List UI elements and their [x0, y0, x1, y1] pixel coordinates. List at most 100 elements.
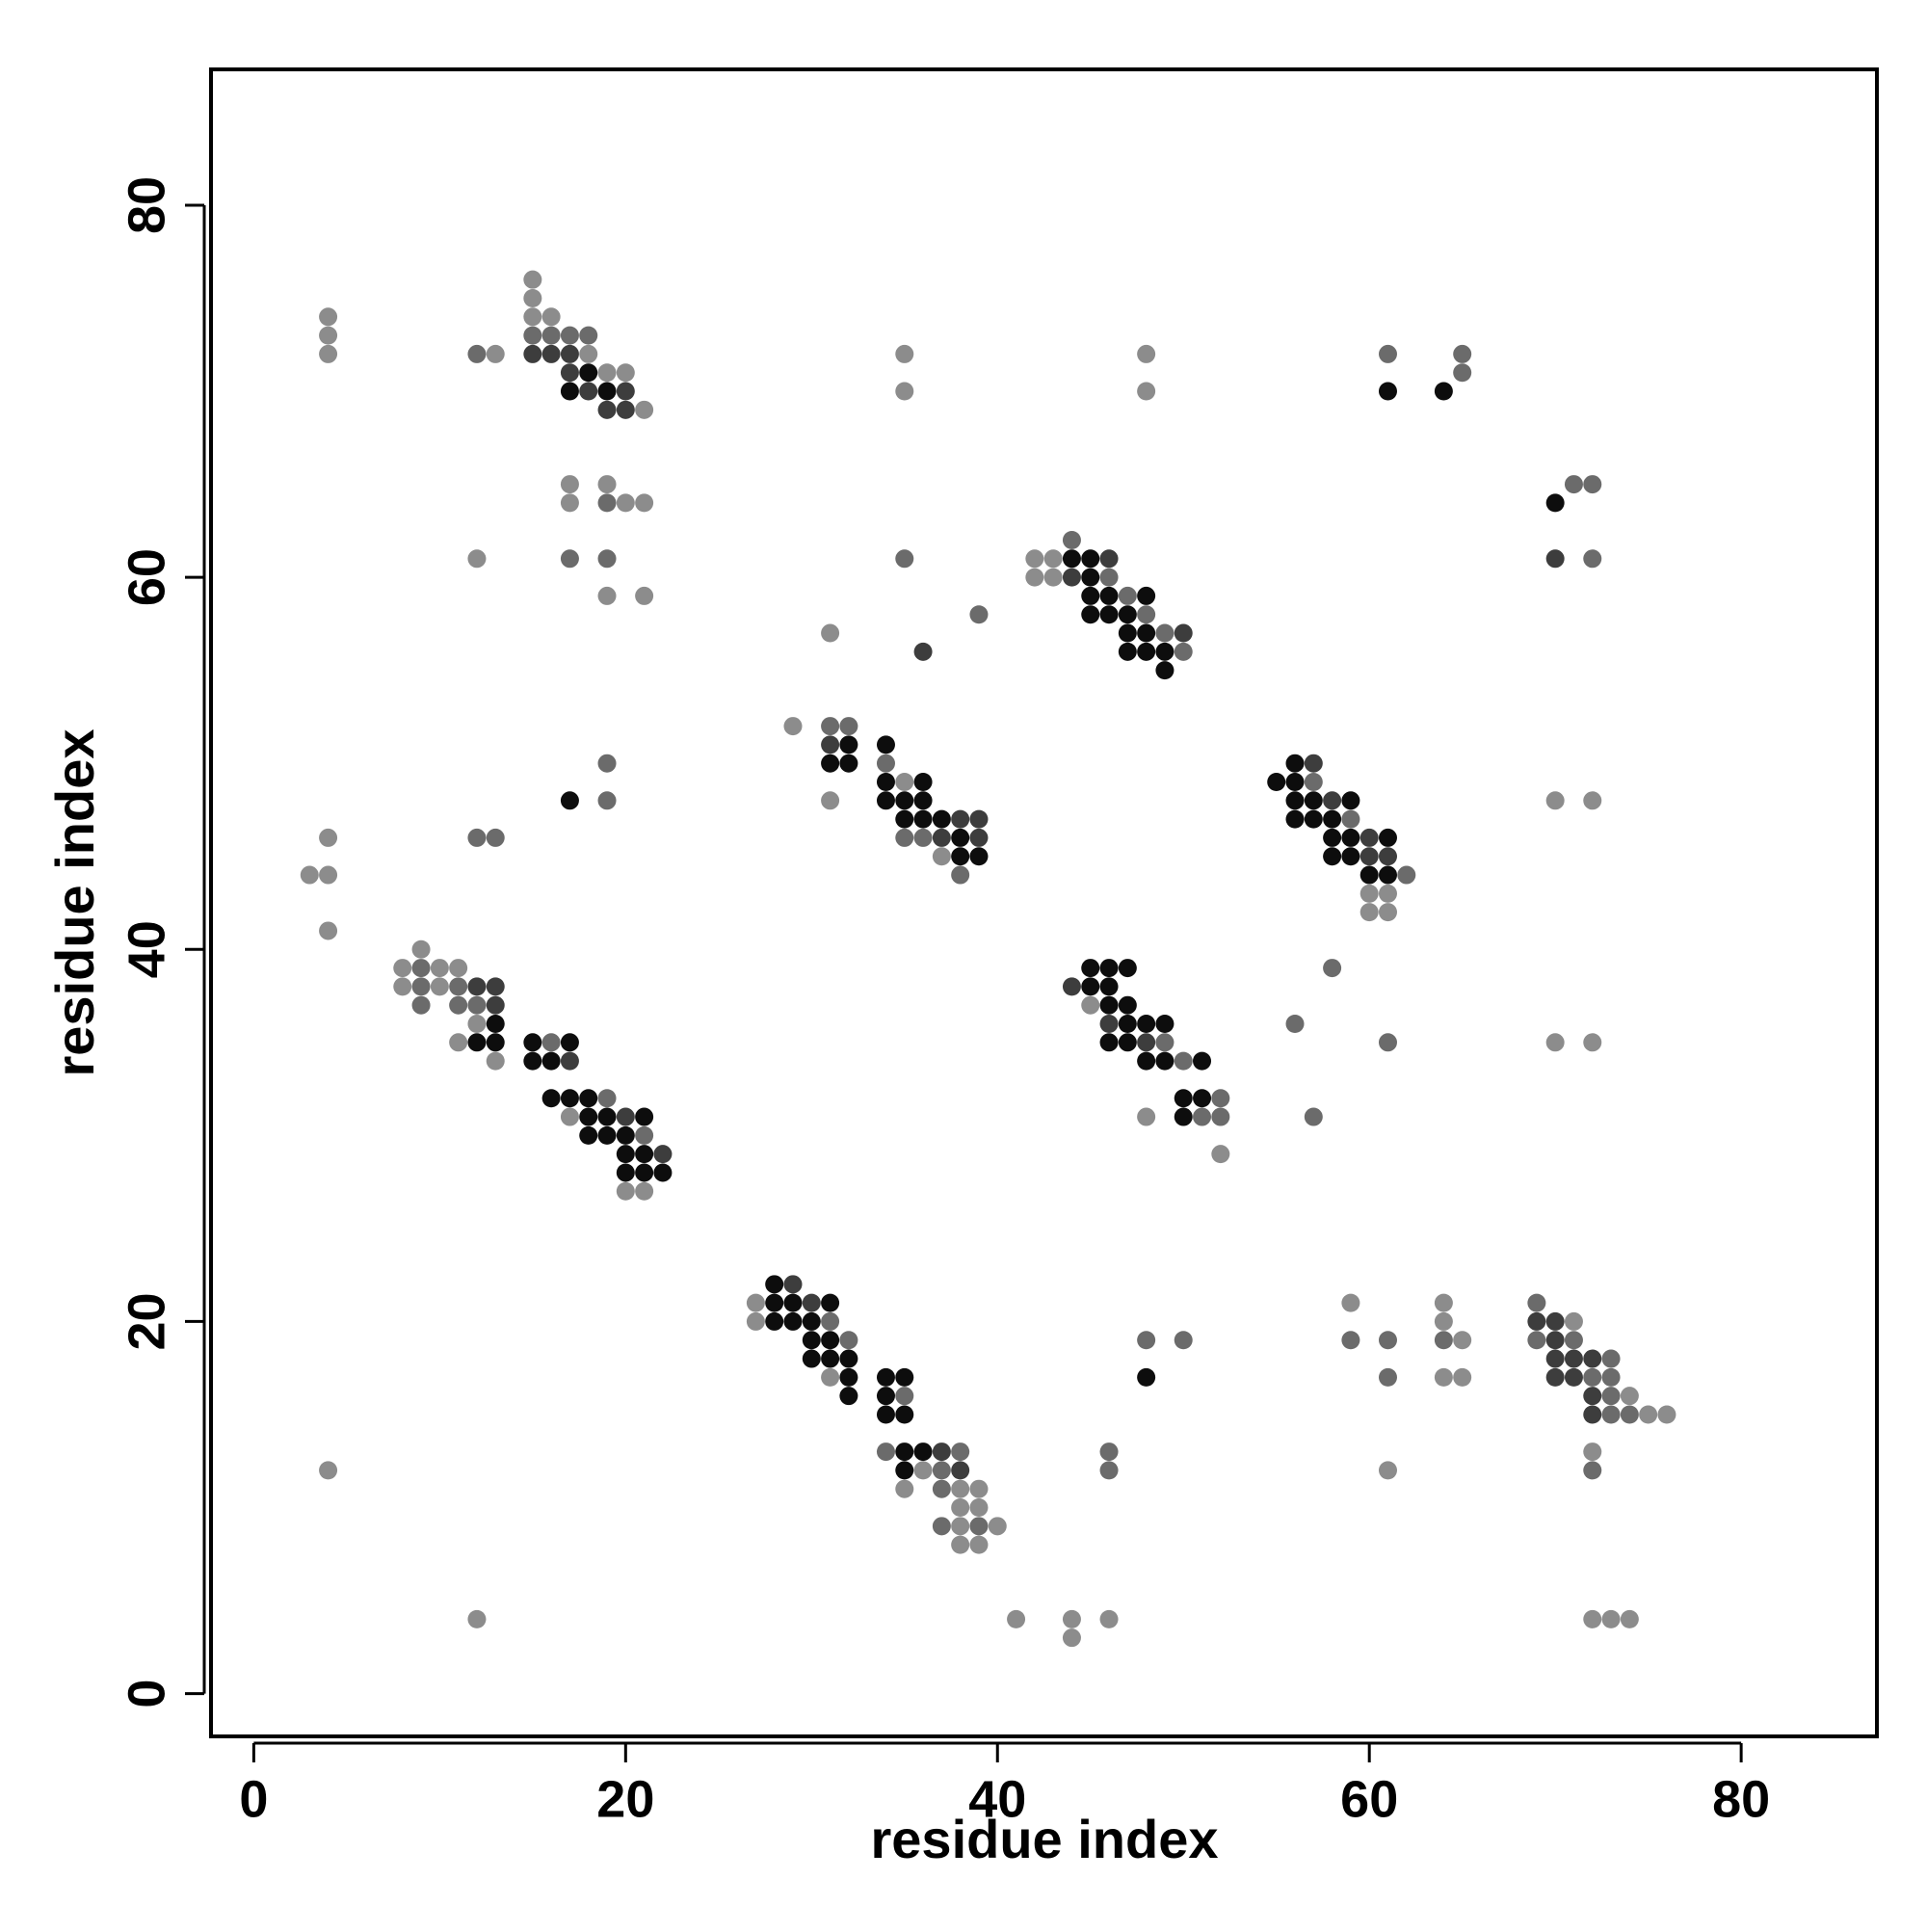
contact-point: [1118, 1033, 1137, 1052]
y-tick-label: 80: [118, 176, 175, 234]
contact-point: [1545, 549, 1565, 569]
contact-point: [597, 754, 617, 773]
contact-point: [895, 828, 914, 847]
contact-point: [430, 959, 449, 978]
contact-point: [1359, 903, 1379, 922]
contact-point: [1620, 1405, 1639, 1424]
contact-point: [1137, 586, 1156, 605]
contact-point: [1099, 977, 1119, 996]
contact-point: [523, 288, 542, 307]
contact-point: [1453, 1367, 1472, 1387]
contact-point: [1564, 475, 1583, 494]
contact-point: [1304, 1107, 1323, 1126]
contact-point: [895, 1442, 914, 1462]
contact-point: [765, 1311, 784, 1331]
contact-point: [616, 1125, 635, 1145]
contact-point: [876, 1367, 895, 1387]
contact-point: [579, 1107, 598, 1126]
contact-point: [1601, 1367, 1621, 1387]
contact-point: [839, 717, 858, 736]
contact-point: [969, 1535, 989, 1554]
contact-point: [579, 363, 598, 383]
contact-point: [913, 642, 933, 661]
contact-point: [932, 828, 951, 847]
contact-point: [1155, 642, 1175, 661]
contact-point: [1527, 1293, 1546, 1312]
contact-point: [1174, 1089, 1193, 1108]
contact-point: [1304, 754, 1323, 773]
contact-point: [616, 1163, 635, 1182]
contact-point: [802, 1311, 821, 1331]
contact-point: [1583, 1609, 1602, 1628]
contact-point: [1378, 1331, 1397, 1350]
contact-point: [486, 995, 505, 1015]
contact-point: [895, 1479, 914, 1498]
contact-point: [821, 791, 840, 810]
contact-point: [560, 344, 579, 363]
contact-point: [411, 995, 431, 1015]
contact-point: [523, 1051, 542, 1071]
contact-point: [449, 1033, 468, 1052]
contact-point: [486, 1015, 505, 1034]
contact-point: [1341, 1293, 1360, 1312]
contact-point: [635, 1163, 654, 1182]
contact-point: [932, 809, 951, 829]
x-tick-label: 20: [596, 1770, 654, 1828]
contact-point: [876, 1405, 895, 1424]
contact-point: [1118, 1015, 1137, 1034]
contact-point: [1620, 1609, 1639, 1628]
contact-point: [1304, 772, 1323, 791]
contact-point: [1137, 1051, 1156, 1071]
contact-point: [839, 1349, 858, 1368]
contact-point: [746, 1293, 765, 1312]
contact-point: [783, 1275, 803, 1294]
contact-point: [1137, 1033, 1156, 1052]
contact-point: [1378, 344, 1397, 363]
contact-point: [765, 1293, 784, 1312]
contact-point: [1657, 1405, 1676, 1424]
contact-point: [821, 735, 840, 754]
contact-point: [393, 959, 412, 978]
contact-point: [1453, 1331, 1472, 1350]
contact-point: [1341, 791, 1360, 810]
contact-point: [1155, 623, 1175, 643]
contact-point: [467, 828, 487, 847]
contact-point: [467, 549, 487, 569]
contact-point: [1137, 1015, 1156, 1034]
contact-point: [1099, 1442, 1119, 1462]
contact-point: [1174, 1051, 1193, 1071]
contact-point: [895, 791, 914, 810]
contact-point: [1007, 1609, 1026, 1628]
contact-point: [1434, 1293, 1453, 1312]
contact-point: [635, 1145, 654, 1164]
contact-point: [1434, 1331, 1453, 1350]
contact-point: [1583, 1442, 1602, 1462]
contact-point: [319, 326, 338, 345]
contact-point: [1304, 791, 1323, 810]
contact-point: [951, 1498, 970, 1518]
contact-point: [541, 307, 561, 327]
contact-point: [597, 493, 617, 513]
contact-point: [951, 865, 970, 885]
contact-point: [486, 828, 505, 847]
contact-point: [1099, 549, 1119, 569]
contact-point: [1378, 1367, 1397, 1387]
contact-point: [467, 995, 487, 1015]
contact-point: [1118, 959, 1137, 978]
contact-point: [1099, 605, 1119, 624]
contact-point: [1527, 1331, 1546, 1350]
contact-point: [1397, 865, 1416, 885]
x-axis-label: residue index: [870, 1809, 1218, 1869]
contact-point: [560, 475, 579, 494]
contact-point: [1304, 809, 1323, 829]
contact-point: [523, 307, 542, 327]
contact-point: [486, 1033, 505, 1052]
contact-point: [541, 344, 561, 363]
contact-point: [1323, 791, 1342, 810]
contact-point: [821, 1293, 840, 1312]
contact-point: [597, 382, 617, 401]
contact-point: [802, 1349, 821, 1368]
contact-point: [635, 586, 654, 605]
contact-point: [1118, 995, 1137, 1015]
x-tick-label: 40: [968, 1770, 1026, 1828]
